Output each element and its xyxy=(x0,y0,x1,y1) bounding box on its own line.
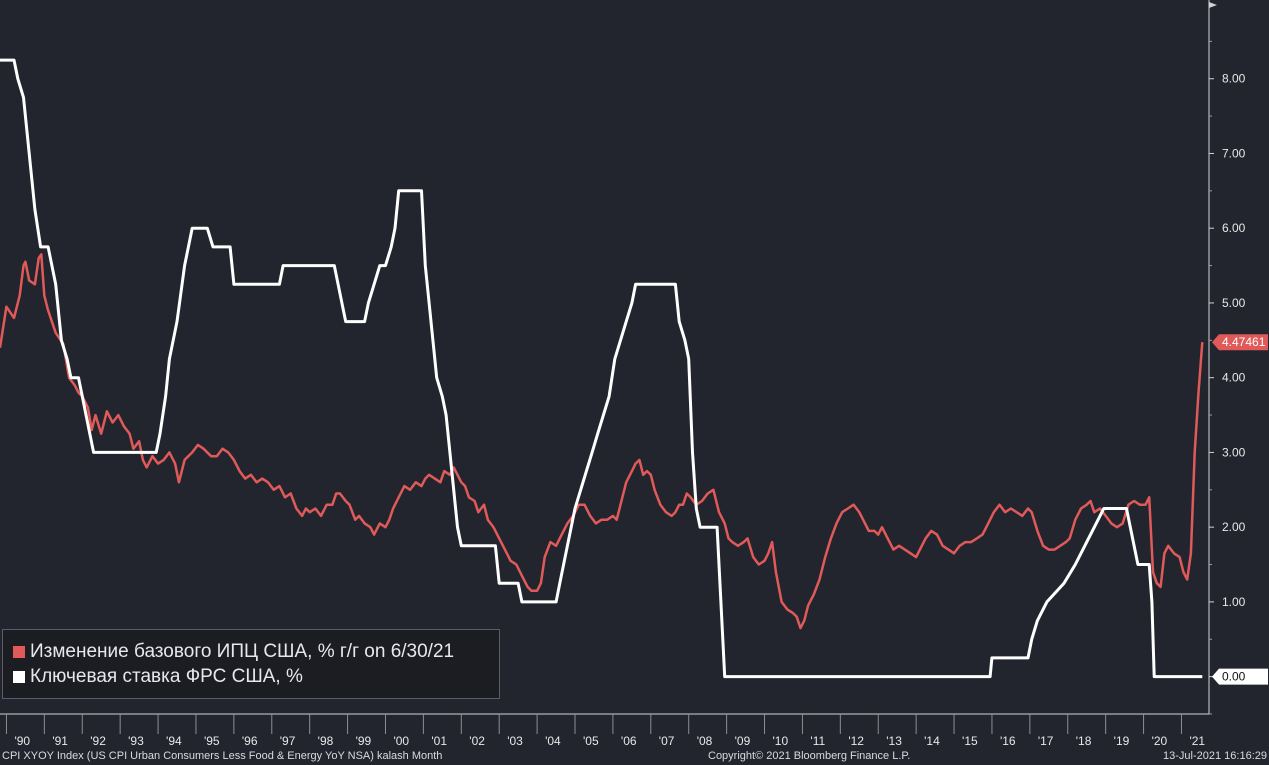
x-tick-label: '18 xyxy=(1076,734,1092,748)
x-tick-label: '16 xyxy=(1000,734,1016,748)
x-tick-label: '12 xyxy=(848,734,864,748)
x-tick-label: '13 xyxy=(886,734,902,748)
x-tick-label: '15 xyxy=(962,734,978,748)
last-value-tag xyxy=(1212,334,1268,351)
last-value-labels: 4.47461 0.00 xyxy=(1212,334,1268,685)
x-tick-label: '03 xyxy=(507,734,523,748)
legend-item-core-cpi: Изменение базового ИПЦ США, % г/г on 6/3… xyxy=(13,640,454,664)
y-tick-label: 5.00 xyxy=(1222,296,1246,310)
series-line-core-cpi xyxy=(0,253,1204,630)
legend-swatch-core-cpi xyxy=(13,646,25,658)
x-tick-label: '00 xyxy=(393,734,409,748)
x-tick-label: '21 xyxy=(1189,734,1205,748)
x-tick-label: '96 xyxy=(242,734,258,748)
x-tick-label: '14 xyxy=(924,734,940,748)
last-value-tag xyxy=(1212,668,1268,685)
x-tick-label: '90 xyxy=(14,734,30,748)
legend-label-core-cpi: Изменение базового ИПЦ США, % г/г on 6/3… xyxy=(30,641,455,662)
y-tick-label: 4.00 xyxy=(1222,371,1246,385)
legend-swatch-fed-rate xyxy=(13,671,25,683)
y-axis-arrow-icon xyxy=(1209,2,1217,8)
x-tick-label: '02 xyxy=(469,734,485,748)
legend: Изменение базового ИПЦ США, % г/г on 6/3… xyxy=(2,629,500,699)
x-tick-label: '95 xyxy=(204,734,220,748)
plot-area xyxy=(0,58,1204,679)
x-tick-label: '04 xyxy=(545,734,561,748)
y-tick-label: 6.00 xyxy=(1222,221,1246,235)
x-tick-label: '10 xyxy=(773,734,789,748)
footer-timestamp: 13-Jul-2021 16:16:29 xyxy=(1163,750,1267,762)
x-tick-label: '09 xyxy=(735,734,751,748)
x-tick-label: '97 xyxy=(280,734,296,748)
y-tick-label: 2.00 xyxy=(1222,520,1246,534)
y-tick-label: 3.00 xyxy=(1222,445,1246,459)
y-axis: 0.00 1.00 2.00 3.00 4.00 5.00 6.00 7.00 8.00 xyxy=(1208,0,1246,715)
x-tick-label: '98 xyxy=(318,734,334,748)
y-tick-label: 8.00 xyxy=(1222,72,1246,86)
x-axis: '90 '91 '92 '93 '94 '95 '96 '97 '98 '99 '00 '01 '02 '… xyxy=(0,713,1209,748)
legend-label-fed-rate: Ключевая ставка ФРС США, % xyxy=(30,666,303,687)
x-tick-label: '91 xyxy=(52,734,68,748)
series-line-fed-rate xyxy=(0,58,1203,679)
x-tick-label: '93 xyxy=(128,734,144,748)
x-tick-label: '17 xyxy=(1038,734,1054,748)
legend-item-fed-rate: Ключевая ставка ФРС США, % xyxy=(13,665,303,689)
y-tick-label: 1.00 xyxy=(1222,595,1246,609)
footer-copyright: Copyright© 2021 Bloomberg Finance L.P. xyxy=(708,750,911,762)
x-tick-label: '05 xyxy=(583,734,599,748)
last-value-text: 4.47461 xyxy=(1222,335,1266,349)
last-value-label-core-cpi: 4.47461 xyxy=(1212,334,1268,351)
x-tick-label: '11 xyxy=(810,734,825,748)
x-tick-label: '06 xyxy=(621,734,637,748)
x-tick-label: '20 xyxy=(1152,734,1168,748)
x-tick-label: '07 xyxy=(659,734,675,748)
last-value-label-fed-rate: 0.00 xyxy=(1212,668,1268,685)
x-tick-label: '92 xyxy=(90,734,106,748)
x-tick-label: '08 xyxy=(697,734,713,748)
y-tick-label: 7.00 xyxy=(1222,146,1246,160)
x-tick-label: '19 xyxy=(1114,734,1130,748)
x-tick-label: '01 xyxy=(431,734,447,748)
footer-source: CPI XYOY Index (US CPI Urban Consumers L… xyxy=(2,750,443,762)
x-tick-label: '94 xyxy=(166,734,182,748)
x-tick-label: '99 xyxy=(356,734,372,748)
last-value-text: 0.00 xyxy=(1222,670,1246,684)
